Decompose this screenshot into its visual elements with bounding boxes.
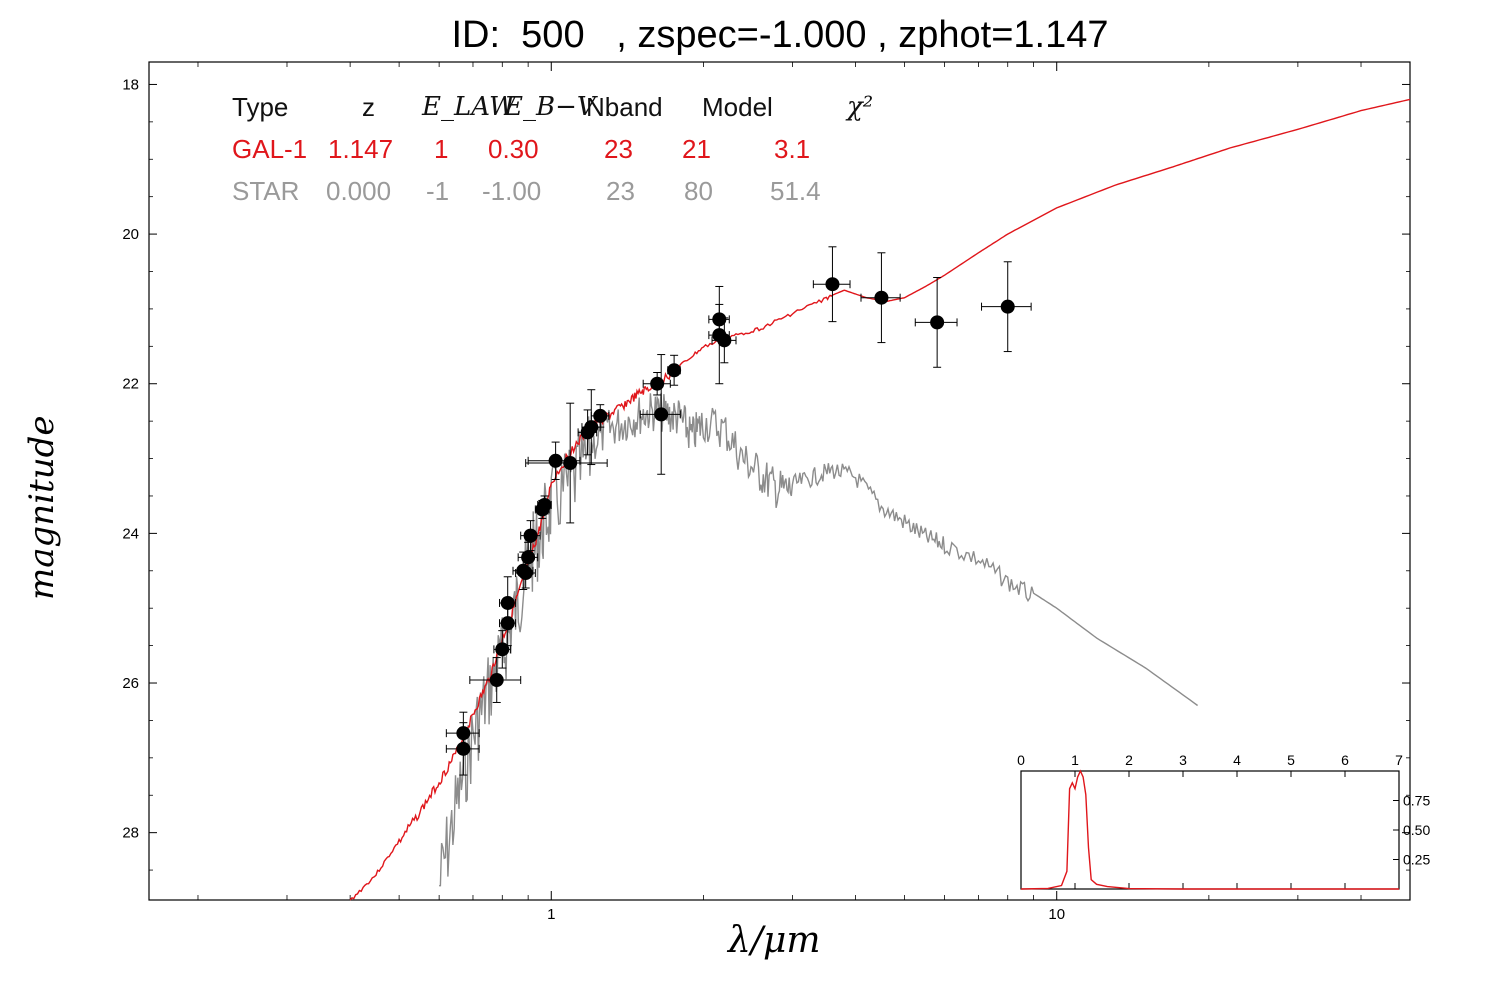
inset-x-tick-label: 2 [1125, 752, 1133, 768]
star-elaw: -1 [426, 176, 450, 206]
inset-y-tick-label: 0.75 [1403, 793, 1430, 809]
photometry-point [495, 642, 510, 657]
photometry-point [930, 315, 945, 330]
photometry-point [584, 420, 599, 435]
inset-x-tick-label: 1 [1071, 752, 1079, 768]
star-type: STAR [232, 176, 300, 206]
inset-y-tick-label: 0.25 [1403, 852, 1430, 868]
header-ebv: E_B−V [504, 92, 596, 122]
photometry-point [518, 566, 533, 581]
gal-nband: 23 [604, 134, 633, 164]
photometry-point [500, 595, 515, 610]
inset-ticks: 0 1 2 3 4 5 6 7 0.25 0.50 0.75 [1017, 752, 1430, 889]
photometry-points-layer [445, 246, 1032, 776]
y-tick-label: 26 [122, 675, 139, 692]
inset-x-tick-label: 0 [1017, 752, 1025, 768]
inset-curve-layer [1020, 769, 1399, 890]
header-model: Model [702, 92, 773, 122]
header-type: Type [232, 92, 289, 122]
photometry-point [521, 550, 536, 565]
gal-elaw: 1 [434, 134, 449, 164]
photometry-point [456, 741, 471, 756]
photometry-point [593, 408, 608, 423]
gal-chi2: 3.1 [774, 134, 811, 164]
pdz-inset: 0 1 2 3 4 5 6 7 0.25 0.50 0.75 [1017, 752, 1430, 890]
gal-model: 21 [682, 134, 711, 164]
y-tick-label: 18 [122, 76, 139, 93]
y-tick-label: 28 [122, 825, 139, 842]
photometry-point [650, 376, 665, 391]
y-tick-label: 20 [122, 226, 139, 243]
galaxy-template-layer [349, 98, 1411, 901]
photometry-point [523, 528, 538, 543]
photometry-point [825, 277, 840, 292]
header-elaw: E_LAW [422, 92, 516, 122]
gal-type: GAL-1 [232, 134, 308, 164]
inset-x-tick-label: 4 [1233, 752, 1241, 768]
inset-x-tick-label: 5 [1287, 752, 1295, 768]
galaxy-template-line [349, 98, 1411, 901]
star-chi2: 51.4 [770, 176, 821, 206]
star-model: 80 [684, 176, 713, 206]
photometry-point [563, 456, 578, 471]
x-tick-label: 1 [547, 906, 555, 923]
photometry-point [654, 407, 669, 422]
photometry-point [548, 453, 563, 468]
star-ebv: -1.00 [482, 176, 542, 206]
x-tick-label: 10 [1048, 906, 1065, 923]
photometry-point [489, 673, 504, 688]
photometry-point [667, 363, 682, 378]
header-nband: Nband [586, 92, 663, 122]
inset-x-tick-label: 3 [1179, 752, 1187, 768]
header-chi2: χ² [847, 92, 874, 122]
photometry-point [717, 333, 732, 348]
chart-title: ID: 500 , zspec=-1.000 , zphot=1.147 [451, 14, 1109, 56]
y-tick-label: 22 [122, 376, 139, 393]
photometry-point [537, 497, 552, 512]
header-z: z [362, 92, 375, 122]
photometry-point [1000, 299, 1015, 314]
inset-frame [1020, 770, 1400, 890]
inset-y-tick-label: 0.50 [1403, 822, 1430, 838]
gal-ebv: 0.30 [488, 134, 539, 164]
gal-z: 1.147 [328, 134, 394, 164]
x-axis-label: λ/μm [728, 920, 821, 961]
inset-x-tick-label: 7 [1395, 752, 1403, 768]
plot-frame [148, 61, 1411, 901]
pdz-curve [1020, 769, 1399, 890]
star-z: 0.000 [326, 176, 392, 206]
y-tick-label: 24 [122, 525, 139, 542]
star-nband: 23 [606, 176, 635, 206]
inset-x-tick-label: 6 [1341, 752, 1349, 768]
photometry-point [874, 290, 889, 305]
y-axis-label: magnitude [22, 415, 62, 601]
